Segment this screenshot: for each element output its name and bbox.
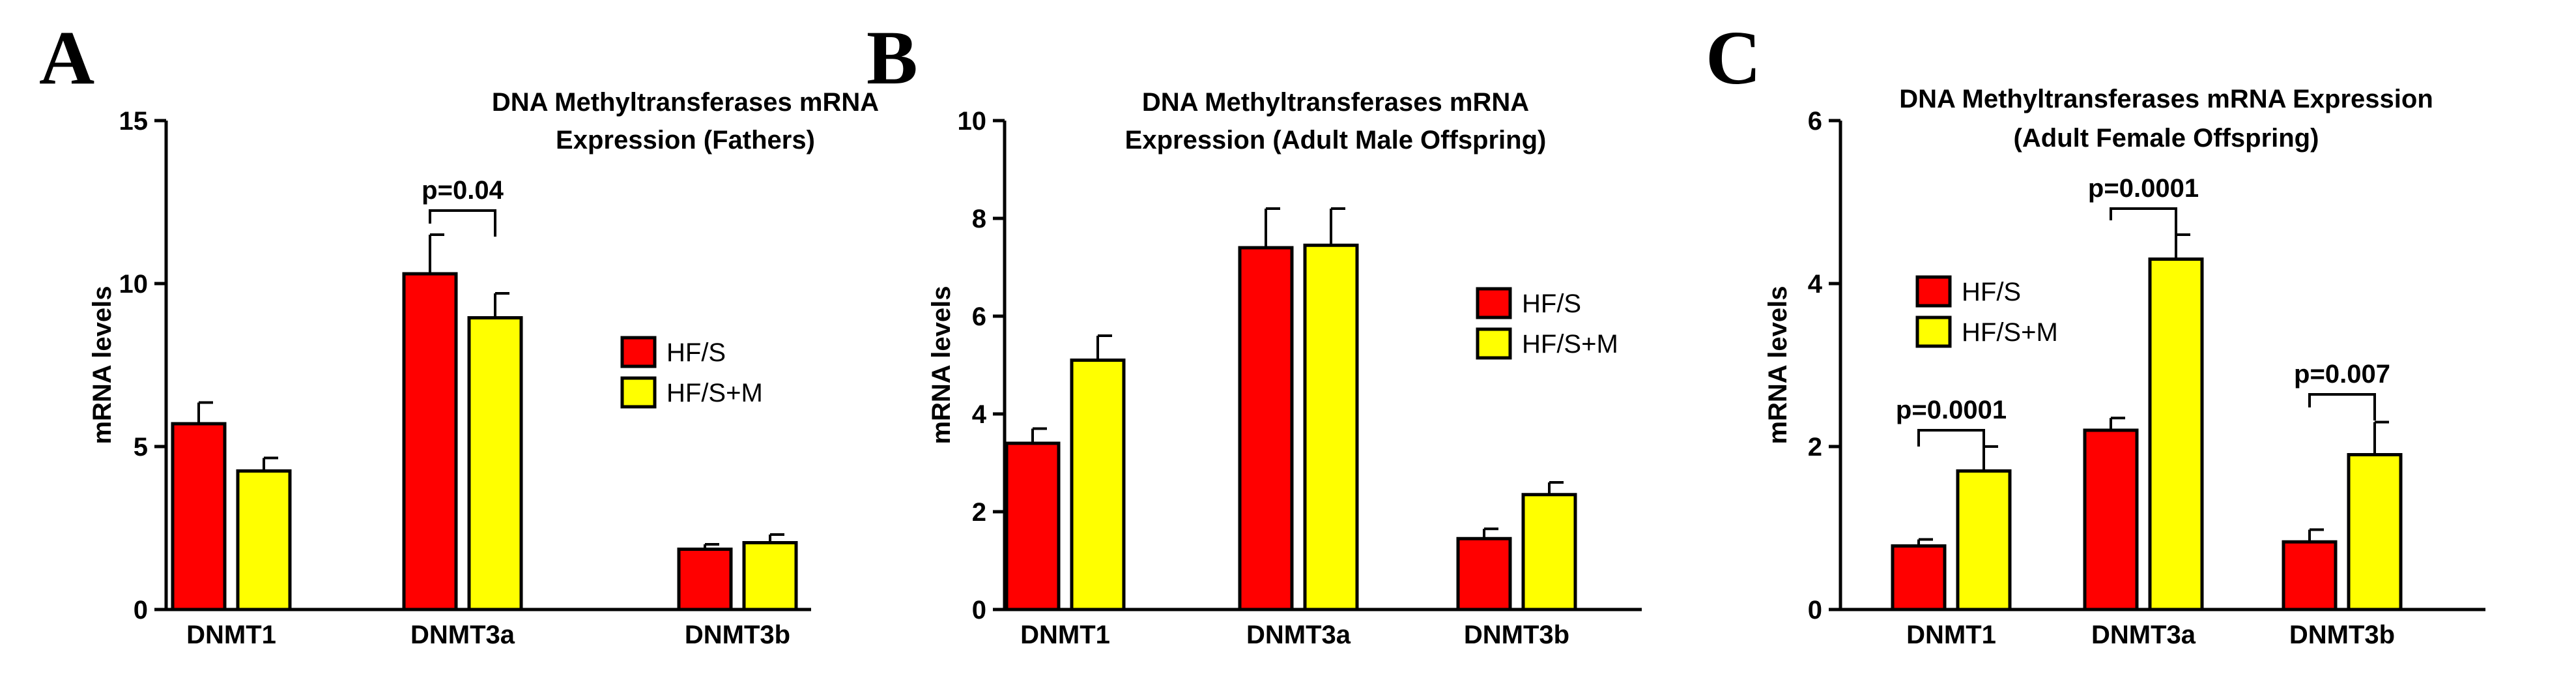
panel-c: C DNA Methyltransferases mRNA Expression (… xyxy=(1706,15,2485,649)
x-tick-label: DNMT3a xyxy=(1246,621,1351,649)
p-value-label: p=0.0001 xyxy=(1896,396,2007,424)
legend-swatch xyxy=(1476,287,1512,319)
legend-label: HF/S xyxy=(1522,289,1581,318)
significance-bracket xyxy=(2110,207,2177,235)
panel-b: B DNA Methyltransferases mRNA Expression (… xyxy=(866,15,1642,649)
p-value-label: p=0.04 xyxy=(422,176,504,205)
x-tick-label: DNMT3b xyxy=(1464,621,1569,649)
legend-label: HF/S+M xyxy=(1522,330,1618,359)
y-tick-label: 10 xyxy=(119,270,149,299)
legend-swatch xyxy=(1915,316,1952,348)
bar xyxy=(467,316,523,611)
x-tick-label: DNMT3b xyxy=(2289,621,2395,649)
significance-bracket xyxy=(1917,429,1985,456)
x-tick-label: DNMT3a xyxy=(410,621,515,649)
significance-bracket xyxy=(429,209,496,237)
bar xyxy=(1521,493,1577,611)
legend-swatch xyxy=(1476,327,1512,360)
legend-label: HF/S+M xyxy=(1962,318,2058,347)
x-tick-label: DNMT1 xyxy=(186,621,276,649)
bar xyxy=(402,272,458,611)
y-tick-label: 2 xyxy=(972,498,986,527)
chart-title-line: (Adult Female Offspring) xyxy=(2014,124,2319,153)
bar xyxy=(742,541,798,611)
bar xyxy=(1238,246,1294,611)
x-tick-label: DNMT1 xyxy=(1906,621,1996,649)
legend-swatch xyxy=(620,336,657,368)
bar xyxy=(171,422,227,611)
y-tick-label: 0 xyxy=(972,596,986,625)
y-tick-label: 4 xyxy=(972,400,987,429)
legend-swatch xyxy=(1915,275,1952,308)
bar xyxy=(1005,441,1061,611)
bar xyxy=(2282,540,2338,611)
y-tick-label: 15 xyxy=(119,107,149,136)
y-tick-label: 6 xyxy=(972,302,986,331)
x-tick-label: DNMT3b xyxy=(685,621,790,649)
bar xyxy=(236,469,292,611)
y-tick-label: 4 xyxy=(1808,270,1823,299)
panel-letter: C xyxy=(1706,15,1761,100)
bar xyxy=(2347,453,2403,611)
significance-bracket xyxy=(2308,393,2376,420)
panel-letter: A xyxy=(39,15,94,100)
y-tick-label: 6 xyxy=(1808,107,1822,136)
bar xyxy=(1891,544,1947,611)
bar xyxy=(1070,359,1126,611)
y-tick-label: 0 xyxy=(134,596,148,625)
bar xyxy=(677,548,733,611)
y-axis-label: mRNA levels xyxy=(88,286,117,444)
p-value-label: p=0.007 xyxy=(2294,360,2390,389)
x-tick-label: DNMT1 xyxy=(1020,621,1110,649)
chart-title-line: Expression (Fathers) xyxy=(556,126,815,154)
bar xyxy=(1956,469,2012,611)
y-tick-label: 8 xyxy=(972,205,986,233)
bar xyxy=(2083,428,2139,611)
bar xyxy=(1303,243,1359,611)
panel-a: A DNA Methyltransferases mRNA Expression (… xyxy=(39,15,879,649)
y-axis-label: mRNA levels xyxy=(1764,286,1792,444)
legend-label: HF/S+M xyxy=(666,379,763,407)
y-tick-label: 10 xyxy=(958,107,987,136)
y-tick-label: 0 xyxy=(1808,596,1822,625)
y-tick-label: 5 xyxy=(134,433,148,462)
legend-swatch xyxy=(620,376,657,409)
bar xyxy=(1456,536,1512,611)
chart-title-line: DNA Methyltransferases mRNA Expression xyxy=(1899,85,2433,113)
y-tick-label: 2 xyxy=(1808,433,1822,462)
y-axis-label: mRNA levels xyxy=(927,286,956,444)
chart-title-line: Expression (Adult Male Offspring) xyxy=(1125,126,1547,154)
bar xyxy=(2148,257,2204,611)
p-value-label: p=0.0001 xyxy=(2088,174,2199,203)
legend-label: HF/S xyxy=(1962,278,2021,306)
chart-title-line: DNA Methyltransferases mRNA xyxy=(1142,88,1529,117)
panel-letter: B xyxy=(866,15,918,100)
chart-title-line: DNA Methyltransferases mRNA xyxy=(492,88,879,117)
legend-label: HF/S xyxy=(666,338,726,367)
x-tick-label: DNMT3a xyxy=(2091,621,2196,649)
